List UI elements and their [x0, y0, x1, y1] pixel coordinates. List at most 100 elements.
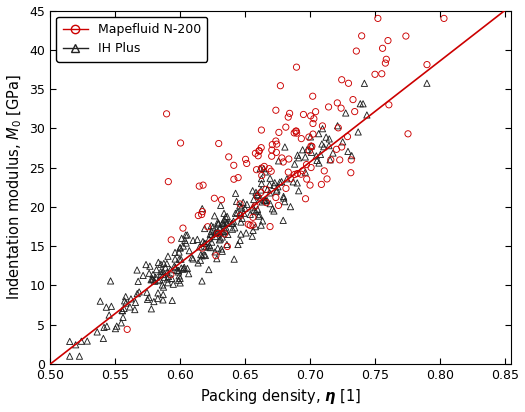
IH Plus: [112, 323, 121, 330]
IH Plus: [209, 224, 217, 230]
IH Plus: [266, 175, 274, 182]
IH Plus: [118, 307, 127, 314]
IH Plus: [189, 256, 197, 262]
IH Plus: [233, 209, 242, 216]
IH Plus: [159, 291, 167, 298]
Mapefluid N-200: [317, 181, 326, 188]
IH Plus: [164, 279, 172, 286]
Y-axis label: Indentation modulus, $M_0$ [GPa]: Indentation modulus, $M_0$ [GPa]: [6, 74, 24, 300]
IH Plus: [307, 149, 316, 156]
IH Plus: [283, 176, 291, 182]
IH Plus: [66, 353, 74, 359]
IH Plus: [259, 165, 268, 172]
Mapefluid N-200: [320, 168, 329, 174]
Mapefluid N-200: [194, 212, 203, 219]
IH Plus: [242, 229, 250, 236]
Mapefluid N-200: [271, 107, 280, 114]
Mapefluid N-200: [257, 144, 266, 151]
Mapefluid N-200: [266, 223, 274, 230]
IH Plus: [185, 247, 194, 254]
IH Plus: [205, 242, 214, 249]
Mapefluid N-200: [251, 203, 259, 209]
IH Plus: [175, 256, 183, 262]
IH Plus: [277, 178, 286, 185]
IH Plus: [135, 289, 143, 295]
Mapefluid N-200: [214, 230, 222, 237]
IH Plus: [279, 217, 287, 224]
IH Plus: [354, 129, 362, 135]
Mapefluid N-200: [440, 15, 448, 22]
IH Plus: [224, 231, 232, 238]
Mapefluid N-200: [253, 166, 261, 173]
Legend: Mapefluid N-200, IH Plus: Mapefluid N-200, IH Plus: [57, 17, 207, 61]
IH Plus: [249, 196, 258, 203]
IH Plus: [180, 265, 188, 272]
IH Plus: [266, 190, 274, 196]
IH Plus: [289, 178, 298, 185]
Mapefluid N-200: [281, 124, 290, 131]
IH Plus: [107, 303, 116, 309]
IH Plus: [159, 271, 167, 278]
IH Plus: [211, 233, 219, 240]
Mapefluid N-200: [210, 195, 218, 201]
Mapefluid N-200: [282, 185, 290, 192]
IH Plus: [261, 197, 269, 204]
IH Plus: [217, 246, 226, 252]
Mapefluid N-200: [268, 147, 276, 153]
Mapefluid N-200: [268, 141, 277, 148]
IH Plus: [171, 256, 180, 262]
IH Plus: [122, 300, 130, 307]
Mapefluid N-200: [382, 56, 391, 63]
Mapefluid N-200: [197, 211, 206, 218]
IH Plus: [257, 187, 265, 193]
IH Plus: [149, 271, 157, 278]
Mapefluid N-200: [251, 150, 259, 157]
IH Plus: [329, 150, 337, 156]
IH Plus: [223, 213, 232, 220]
Mapefluid N-200: [198, 208, 207, 215]
Mapefluid N-200: [225, 154, 233, 160]
IH Plus: [220, 216, 228, 223]
IH Plus: [241, 205, 249, 211]
Mapefluid N-200: [384, 37, 392, 44]
Mapefluid N-200: [290, 171, 299, 178]
Mapefluid N-200: [255, 147, 263, 154]
Mapefluid N-200: [236, 212, 245, 219]
Mapefluid N-200: [371, 71, 379, 77]
Mapefluid N-200: [377, 70, 386, 77]
IH Plus: [225, 220, 234, 227]
IH Plus: [272, 188, 280, 194]
IH Plus: [257, 180, 266, 187]
IH Plus: [207, 232, 216, 238]
Mapefluid N-200: [229, 162, 238, 169]
IH Plus: [77, 338, 86, 344]
IH Plus: [237, 219, 245, 225]
IH Plus: [229, 218, 238, 225]
IH Plus: [276, 179, 284, 185]
IH Plus: [149, 276, 157, 283]
Mapefluid N-200: [423, 61, 431, 68]
IH Plus: [254, 192, 262, 199]
IH Plus: [198, 205, 206, 212]
IH Plus: [159, 297, 167, 303]
IH Plus: [279, 193, 288, 200]
Mapefluid N-200: [162, 110, 171, 117]
IH Plus: [214, 220, 223, 227]
IH Plus: [200, 240, 208, 246]
IH Plus: [216, 225, 224, 232]
Mapefluid N-200: [344, 80, 353, 87]
IH Plus: [158, 282, 166, 288]
Mapefluid N-200: [299, 167, 307, 174]
IH Plus: [228, 226, 237, 232]
IH Plus: [205, 266, 213, 273]
IH Plus: [423, 80, 431, 87]
IH Plus: [257, 222, 265, 228]
IH Plus: [152, 266, 161, 273]
IH Plus: [96, 298, 104, 304]
IH Plus: [212, 229, 220, 236]
IH Plus: [166, 267, 175, 273]
Mapefluid N-200: [198, 245, 206, 251]
IH Plus: [121, 293, 130, 300]
IH Plus: [211, 213, 219, 219]
IH Plus: [216, 202, 225, 208]
